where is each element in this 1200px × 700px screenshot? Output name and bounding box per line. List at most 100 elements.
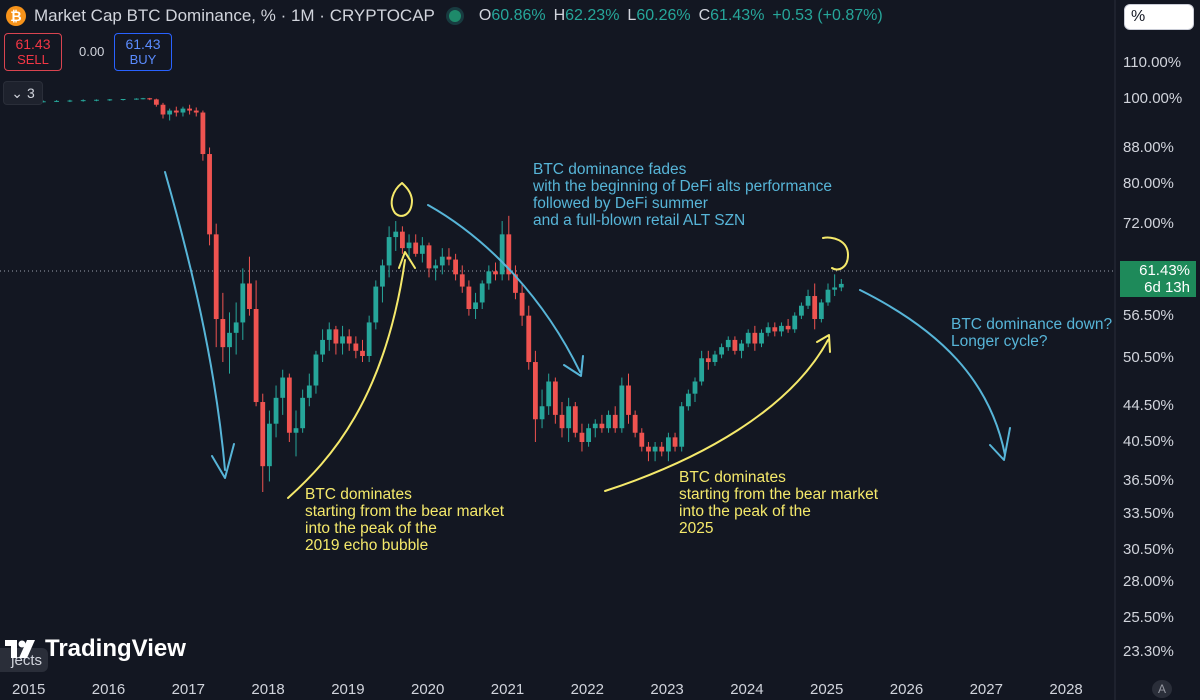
candle-body [413,242,419,254]
time-axis-label: 2018 [251,681,285,698]
candle-body [433,265,439,269]
time-axis-label: 2015 [12,681,46,698]
candle [247,256,252,316]
candle [373,280,379,330]
candle-body [838,283,844,288]
candle [306,373,312,407]
annotation-note-2025[interactable]: BTC dominates starting from the bear mar… [679,469,878,537]
yellow-arrow-2019-rise[interactable] [287,251,416,499]
candle [353,336,359,359]
candle [187,104,192,115]
buy-button[interactable]: 61.43 BUY [114,33,172,71]
candle-body [685,393,691,407]
candle-body [220,319,226,348]
ohlc-open: O60.86% [478,7,546,24]
candle [486,265,492,290]
candle-body [273,397,279,424]
auto-scale-button[interactable]: A [1152,680,1172,698]
candle [592,419,598,438]
candle-body [134,98,139,100]
candle-body [180,108,186,113]
candle-body [672,437,678,447]
candle [825,283,831,306]
candle-body [400,231,405,249]
candle [579,423,585,452]
time-axis-label: 2028 [1049,681,1083,698]
candle [120,99,126,101]
candle-body [286,377,292,433]
candle [779,322,784,337]
candle [619,377,625,433]
candle [233,302,239,355]
candle [346,329,352,351]
candle-body [592,423,598,429]
candle-body [253,308,259,403]
candle-body [419,245,425,254]
candle [606,410,611,433]
candle [526,305,532,370]
candle [659,442,665,457]
candle-body [267,423,272,467]
candle-body [572,406,578,433]
candle-body [446,256,452,260]
candle-body [107,99,113,101]
candle-body [759,332,764,344]
tradingview-logo-icon [5,640,35,658]
current-price-tag: 61.43% 6d 13h [1120,261,1196,297]
candle [54,100,59,103]
chart-title[interactable]: Market Cap BTC Dominance, % · 1M · CRYPT… [34,6,435,25]
candle [513,265,518,300]
candle-body [386,237,392,266]
hand-drawn-annotations [164,171,1011,499]
time-axis-label: 2025 [810,681,844,698]
object-tree-button[interactable]: jects [0,648,48,672]
candle [80,99,86,102]
market-status-icon[interactable] [448,10,461,22]
sell-button[interactable]: 61.43 SELL [4,33,62,71]
blue-arrow-2020-decline[interactable] [427,204,584,377]
candle-body [666,437,671,452]
tradingview-wordmark: TradingView [45,635,186,662]
candle [473,292,478,320]
candle-body [519,292,525,316]
candle-body [333,329,339,344]
yellow-circle-2019-peak[interactable] [390,182,413,217]
candle-body [320,339,325,355]
candle-body [825,289,831,303]
candle-body [546,381,552,407]
candle-body [173,110,179,113]
yellow-circle-2025-peak[interactable] [822,236,849,271]
chevron-down-icon: ⌄ [11,84,23,101]
candle-body [393,231,399,238]
candle [426,242,432,278]
candle [433,259,439,281]
current-price: 61.43% [1139,262,1190,279]
candle [799,302,804,320]
annotation-note-2019[interactable]: BTC dominates starting from the bear mar… [305,486,504,554]
candle-body [765,327,771,333]
candle-body [280,377,286,398]
candle [552,377,558,424]
candle [300,389,306,433]
blue-arrow-future-decline[interactable] [859,289,1011,461]
yellow-arrow-2025-rise[interactable] [604,334,831,492]
candle-body [140,98,146,100]
indicators-collapse-button[interactable]: ⌄ 3 [3,81,43,105]
candle-body [533,362,538,420]
candle [539,389,545,429]
candle-body [153,99,159,105]
price-scale-mode-input[interactable]: % [1124,4,1194,30]
annotation-note-defi[interactable]: BTC dominance fades with the beginning o… [533,161,832,229]
ohlc-high: H62.23% [553,7,620,24]
price-change: +0.53 (+0.87%) [772,7,883,24]
candle [838,278,844,292]
annotation-note-future[interactable]: BTC dominance down? Longer cycle? [951,316,1113,350]
tradingview-logo[interactable]: TradingView [5,635,186,663]
candles-group [27,97,844,493]
candle [805,289,811,309]
time-axis-label: 2017 [171,681,205,698]
candle-body [832,287,838,290]
blue-arrow-2017-drop[interactable] [164,171,235,479]
candle-body [366,322,372,357]
